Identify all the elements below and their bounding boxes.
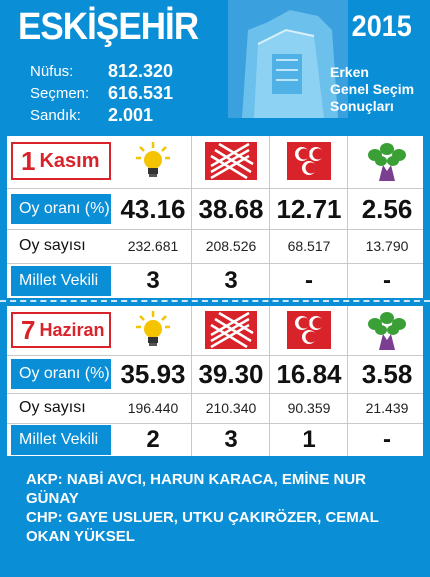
vote-count-mhp: 90.359 [287, 400, 331, 416]
stat-population: Nüfus: 812.320 [30, 60, 173, 82]
mhp-three-crescents-icon [287, 311, 331, 349]
vote-rate-chp: 39.30 [198, 358, 264, 389]
vote-rate-label: Oy oranı (%) [11, 194, 111, 224]
vote-count-chp: 208.526 [205, 238, 257, 254]
vote-rate-label: Oy oranı (%) [11, 359, 111, 389]
mp-chp: 3 [224, 267, 238, 294]
subtitle-line: Genel Seçim [330, 81, 415, 97]
akp-bulb-icon [136, 142, 170, 177]
stat-label: Sandık: [30, 106, 81, 124]
vote-count-akp: 232.681 [127, 238, 179, 254]
elected-akp: AKP: NABİ AVCI, HARUN KARACA, EMİNE NUR … [26, 471, 366, 507]
vote-count-akp: 196.440 [127, 400, 179, 416]
results-panel-june: 7 Haziran [7, 306, 423, 456]
date-day: 1 [21, 145, 36, 176]
party-logo-mhp [273, 136, 345, 186]
stat-label: Nüfus: [30, 62, 74, 80]
election-date: 7 Haziran [11, 312, 111, 348]
vote-count-hdp: 13.790 [365, 238, 409, 254]
vote-rate-mhp: 16.84 [276, 358, 342, 389]
stat-label: Seçmen: [30, 84, 90, 102]
vote-rate-chp: 38.68 [198, 193, 264, 224]
logo-row: 1 Kasım [7, 136, 423, 186]
city-title: ESKİŞEHİR [18, 6, 199, 48]
subtitle-line: Sonuçları [330, 98, 394, 114]
subtitle-line: Erken [330, 64, 369, 80]
mp-row: Millet Vekili 2 3 1 - [7, 424, 423, 456]
mp-akp: 2 [146, 426, 160, 453]
election-year: 2015 [351, 10, 412, 43]
chp-six-arrows-icon [205, 142, 257, 180]
party-logo-akp [117, 136, 189, 186]
vote-rate-hdp: 2.56 [361, 193, 413, 224]
election-date: 1 Kasım [11, 142, 111, 180]
mp-hdp: - [383, 426, 391, 453]
party-logo-hdp [351, 136, 423, 186]
stat-value: 616.531 [108, 82, 174, 103]
mhp-three-crescents-icon [287, 142, 331, 180]
panel-divider [0, 300, 430, 302]
elected-chp: CHP: GAYE USLUER, UTKU ÇAKIRÖZER, CEMAL … [26, 509, 379, 545]
vote-rate-row: Oy oranı (%) 43.16 38.68 12.71 2.56 [7, 190, 423, 228]
mp-mhp: - [305, 267, 313, 294]
mp-label: Millet Vekili [11, 266, 111, 296]
hdp-tree-icon [368, 312, 406, 350]
stat-ballot-boxes: Sandık: 2.001 [30, 104, 173, 126]
vote-rate-akp: 35.93 [120, 358, 186, 389]
vote-count-label: Oy sayısı [11, 230, 111, 262]
header: ESKİŞEHİR 2015 Nüfus: 812.320 Seçmen: 61… [0, 0, 430, 132]
subtitle: Erken Genel Seçim Sonuçları [330, 64, 414, 115]
party-logo-mhp [273, 306, 345, 354]
party-logo-hdp [351, 306, 423, 354]
stat-value: 812.320 [108, 60, 174, 81]
hdp-tree-icon [368, 143, 406, 181]
vote-count-hdp: 21.439 [365, 400, 409, 416]
mp-mhp: 1 [302, 426, 316, 453]
mp-row: Millet Vekili 3 3 - - [7, 264, 423, 298]
vote-count-label: Oy sayısı [11, 394, 111, 422]
date-month: Haziran [39, 319, 105, 340]
mp-hdp: - [383, 267, 391, 294]
mp-akp: 3 [146, 267, 160, 294]
logo-row: 7 Haziran [7, 306, 423, 354]
vote-rate-akp: 43.16 [120, 193, 186, 224]
vote-rate-mhp: 12.71 [276, 193, 342, 224]
akp-bulb-icon [136, 311, 170, 346]
mp-chp: 3 [224, 426, 238, 453]
monument-photo [228, 0, 348, 118]
vote-count-mhp: 68.517 [287, 238, 331, 254]
stat-value: 2.001 [108, 104, 154, 125]
party-logo-akp [117, 306, 189, 354]
party-logo-chp [195, 306, 267, 354]
vote-count-chp: 210.340 [205, 400, 257, 416]
chp-six-arrows-icon [205, 311, 257, 349]
city-stats: Nüfus: 812.320 Seçmen: 616.531 Sandık: 2… [30, 60, 173, 126]
vote-rate-row: Oy oranı (%) 35.93 39.30 16.84 3.58 [7, 356, 423, 392]
elected-mps: AKP: NABİ AVCI, HARUN KARACA, EMİNE NUR … [26, 470, 406, 546]
vote-count-row: Oy sayısı 232.681 208.526 68.517 13.790 [7, 230, 423, 262]
stat-voters: Seçmen: 616.531 [30, 82, 173, 104]
party-logo-chp [195, 136, 267, 186]
date-day: 7 [21, 314, 36, 345]
mp-label: Millet Vekili [11, 425, 111, 455]
date-month: Kasım [39, 149, 100, 172]
vote-rate-hdp: 3.58 [361, 358, 413, 389]
results-panel-november: 1 Kasım [7, 136, 423, 298]
vote-count-row: Oy sayısı 196.440 210.340 90.359 21.439 [7, 394, 423, 422]
